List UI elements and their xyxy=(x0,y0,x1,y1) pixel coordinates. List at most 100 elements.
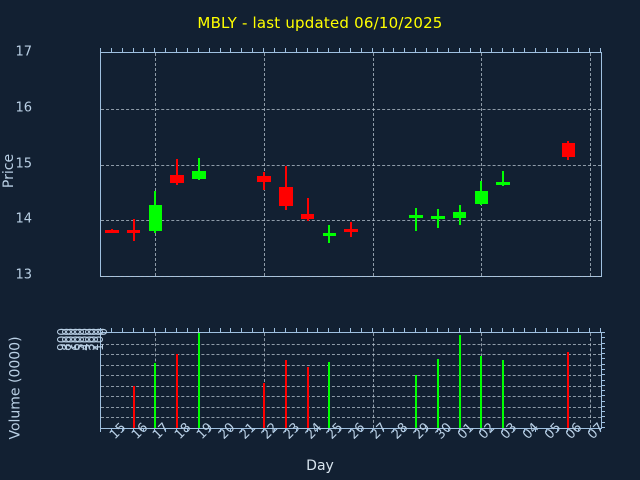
axis-tick xyxy=(208,328,210,332)
axis-tick xyxy=(360,328,362,332)
axis-tick xyxy=(601,395,605,397)
axis-tick xyxy=(110,428,112,432)
volume-bar-01 xyxy=(458,335,461,428)
axis-tick xyxy=(601,347,605,349)
axis-tick xyxy=(589,328,591,332)
candlestick-22 xyxy=(257,175,271,183)
axis-tick xyxy=(230,48,232,52)
volume-bar-24 xyxy=(306,366,309,428)
axis-tick xyxy=(165,328,167,332)
axis-tick xyxy=(426,328,428,332)
axis-tick xyxy=(567,48,569,52)
volume-bar-19 xyxy=(197,333,200,428)
axis-tick xyxy=(469,428,471,432)
axis-tick xyxy=(241,428,243,432)
axis-tick xyxy=(578,428,580,432)
axis-tick xyxy=(328,48,330,52)
axis-tick xyxy=(143,328,145,332)
axis-tick xyxy=(600,328,601,332)
axis-tick xyxy=(121,428,123,432)
axis-tick xyxy=(589,428,591,432)
candle-wick xyxy=(415,207,418,232)
price-tick-label: 13 xyxy=(15,267,32,283)
axis-tick xyxy=(219,328,221,332)
axis-tick xyxy=(154,48,156,52)
price-tick-label: 15 xyxy=(15,156,32,171)
axis-tick xyxy=(601,427,605,428)
axis-tick xyxy=(480,428,482,432)
axis-tick xyxy=(523,48,525,52)
candlestick-30 xyxy=(431,215,445,219)
axis-tick xyxy=(208,428,210,432)
volume-bar-06 xyxy=(567,352,570,428)
axis-tick xyxy=(197,428,199,432)
price-gridline-vertical xyxy=(264,53,266,276)
axis-tick xyxy=(317,428,319,432)
axis-tick xyxy=(502,48,504,52)
axis-tick xyxy=(469,48,471,52)
axis-tick xyxy=(252,328,254,332)
axis-tick xyxy=(328,428,330,432)
axis-tick xyxy=(154,328,156,332)
axis-tick xyxy=(436,428,438,432)
price-gridline-vertical xyxy=(481,53,483,276)
axis-tick xyxy=(306,328,308,332)
axis-tick xyxy=(513,328,515,332)
axis-tick xyxy=(502,328,504,332)
axis-tick xyxy=(480,328,482,332)
candle-wick xyxy=(502,171,505,186)
axis-tick xyxy=(328,328,330,332)
axis-tick xyxy=(545,328,547,332)
candlestick-18 xyxy=(170,174,184,184)
price-gridline xyxy=(101,220,601,222)
axis-tick xyxy=(601,358,605,360)
axis-tick xyxy=(523,328,525,332)
axis-tick xyxy=(601,405,605,407)
volume-bar-29 xyxy=(415,375,418,428)
volume-gridline xyxy=(101,343,601,345)
candlestick-17 xyxy=(148,204,163,232)
axis-tick xyxy=(404,428,406,432)
axis-tick xyxy=(601,416,605,418)
volume-bar-17 xyxy=(154,362,157,428)
axis-tick xyxy=(458,428,460,432)
volume-plot-area xyxy=(100,332,602,429)
axis-tick xyxy=(110,328,112,332)
volume-bar-18 xyxy=(176,354,179,428)
axis-tick xyxy=(601,363,605,365)
axis-tick xyxy=(578,48,580,52)
axis-tick xyxy=(121,328,123,332)
axis-tick xyxy=(306,428,308,432)
candlestick-26 xyxy=(344,228,358,232)
axis-tick xyxy=(601,400,605,402)
axis-tick xyxy=(132,48,134,52)
axis-tick xyxy=(350,328,351,332)
axis-tick xyxy=(601,384,605,386)
axis-tick xyxy=(360,48,362,52)
candlestick-02 xyxy=(474,191,489,204)
candlestick-23 xyxy=(279,186,293,206)
candlestick-24 xyxy=(300,213,315,220)
axis-tick xyxy=(393,428,395,432)
axis-tick xyxy=(458,328,460,332)
axis-tick xyxy=(186,48,188,52)
candle-wick xyxy=(176,158,179,185)
axis-tick xyxy=(426,48,428,52)
axis-tick xyxy=(523,428,525,432)
axis-tick xyxy=(567,428,569,432)
axis-tick xyxy=(436,48,438,52)
axis-tick xyxy=(219,48,221,52)
axis-tick xyxy=(513,428,515,432)
axis-tick xyxy=(252,48,254,52)
axis-tick xyxy=(339,48,341,52)
axis-tick xyxy=(382,428,384,432)
axis-tick xyxy=(601,368,605,370)
axis-tick xyxy=(382,328,384,332)
axis-tick xyxy=(513,48,515,52)
axis-tick xyxy=(578,328,580,332)
candlestick-16 xyxy=(126,230,141,234)
axis-tick xyxy=(545,48,547,52)
candlestick-25 xyxy=(322,232,336,236)
axis-tick xyxy=(447,328,449,332)
